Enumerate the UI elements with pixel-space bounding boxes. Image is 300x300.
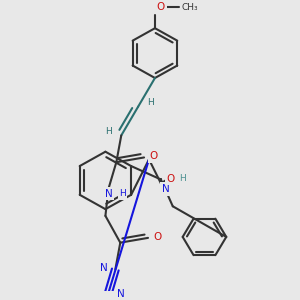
Text: N: N <box>104 189 112 199</box>
Text: H: H <box>179 174 186 183</box>
Text: N: N <box>162 184 170 194</box>
Text: O: O <box>157 2 165 12</box>
Text: H: H <box>148 98 154 107</box>
Text: N: N <box>117 290 125 299</box>
Text: O: O <box>154 232 162 242</box>
Text: O: O <box>150 152 158 161</box>
Text: CH₃: CH₃ <box>181 3 198 12</box>
Text: O: O <box>167 173 175 184</box>
Text: H: H <box>105 127 112 136</box>
Text: H: H <box>119 189 126 198</box>
Text: N: N <box>100 262 107 273</box>
